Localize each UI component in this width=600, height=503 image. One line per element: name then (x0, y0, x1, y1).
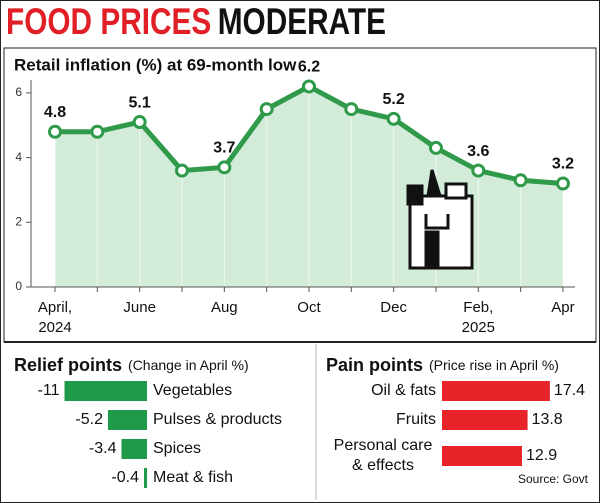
x-tick-label: Dec (380, 299, 407, 316)
x-tick-label: Oct (297, 299, 321, 316)
headline-highlight: FOOD PRICES (6, 1, 211, 42)
bar (442, 446, 522, 466)
y-tick-label: 6 (15, 85, 22, 99)
pain-heading: Pain points (Price rise in April %) (326, 355, 559, 375)
category-label: Oil & fats (371, 382, 436, 399)
x-tick-label: April, 2024 (38, 299, 72, 336)
point (217, 160, 232, 175)
point (90, 124, 105, 139)
x-tick-label: June (123, 299, 156, 316)
point (344, 102, 359, 117)
value-label: -5.2 (75, 411, 103, 428)
y-tick-label: 0 (15, 279, 22, 293)
category-label: Personal care & effects (334, 437, 433, 474)
point (513, 173, 528, 188)
value-label: 5.1 (129, 94, 151, 111)
relief-subtitle: (Change in April %) (128, 357, 249, 373)
value-label: 6.2 (298, 59, 320, 76)
y-tick-label: 4 (15, 150, 22, 164)
bar (121, 439, 147, 459)
point (301, 79, 316, 94)
value-label: 5.2 (383, 91, 405, 108)
category-label: Spices (153, 440, 201, 457)
point (259, 102, 274, 117)
point (386, 111, 401, 126)
box (444, 182, 468, 200)
value-label: 4.8 (44, 104, 66, 121)
x-tick-label: Feb, 2025 (462, 299, 495, 336)
value-label: -0.4 (111, 469, 139, 486)
value-label: 3.6 (467, 143, 489, 160)
headline: FOOD PRICESMODERATE (6, 1, 386, 42)
bottle (406, 184, 424, 206)
grocery-bag-icon (406, 169, 474, 270)
bar (108, 410, 147, 430)
relief-heading: Relief points (Change in April %) (14, 355, 249, 375)
point (555, 176, 570, 191)
bar (442, 381, 550, 401)
point (471, 163, 486, 178)
x-tick-label: Apr (551, 299, 574, 316)
bag-handle (424, 214, 450, 230)
value-label: 12.9 (526, 447, 557, 464)
category-label: Vegetables (153, 382, 232, 399)
bottle-in-bag (424, 230, 440, 268)
relief-title: Relief points (14, 355, 122, 375)
category-label: Meat & fish (153, 469, 233, 486)
point (132, 115, 147, 130)
bag-body (408, 194, 474, 270)
pain-title: Pain points (326, 355, 423, 375)
value-label: 13.8 (532, 411, 563, 428)
value-label: -11 (38, 382, 60, 399)
bar (442, 410, 528, 430)
source: Source: Govt (518, 472, 589, 486)
category-label: Pulses & products (153, 411, 282, 428)
value-label: 3.2 (552, 156, 574, 173)
chart-title: Retail inflation (%) at 69-month low (14, 55, 297, 74)
category-label: Fruits (396, 411, 436, 428)
point (174, 163, 189, 178)
bar (144, 468, 147, 488)
pain-subtitle: (Price rise in April %) (429, 357, 559, 373)
headline-rest: MODERATE (218, 1, 386, 42)
value-label: 17.4 (554, 382, 585, 399)
point (428, 140, 443, 155)
bar (64, 381, 147, 401)
value-label: 3.7 (213, 140, 235, 157)
x-tick-label: Aug (211, 299, 238, 316)
vegetable (426, 169, 442, 197)
y-tick-label: 2 (15, 214, 22, 228)
point (48, 124, 62, 139)
value-label: -3.4 (89, 440, 117, 457)
